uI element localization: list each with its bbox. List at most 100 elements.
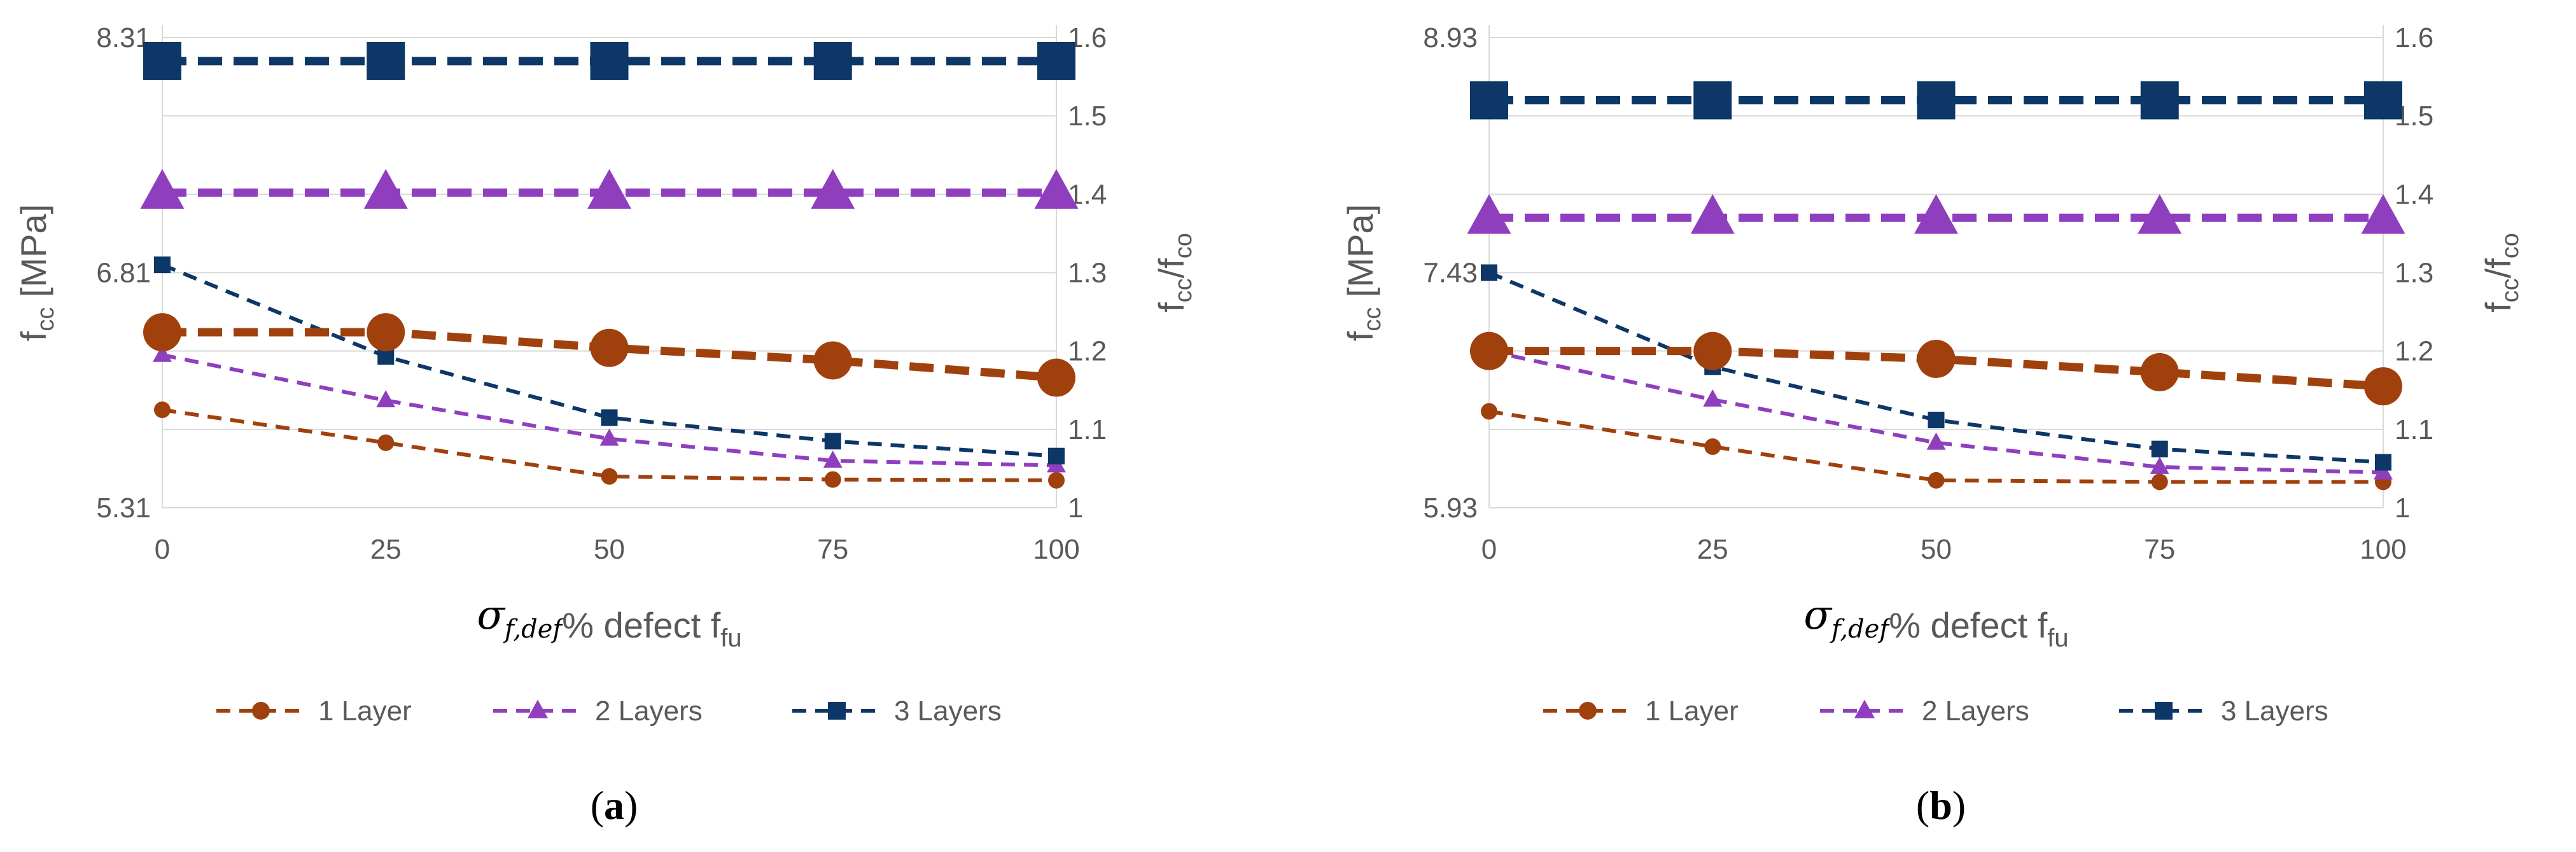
x-tick-label: 25 — [1697, 534, 1728, 565]
panel-label-open: ( — [591, 783, 604, 828]
legend-label: 3 Layers — [2221, 695, 2328, 727]
series-thick-triangle — [1467, 194, 2405, 234]
data-point-circle — [2140, 353, 2179, 391]
data-point-triangle — [1703, 389, 1723, 407]
series-line — [1488, 409, 2383, 484]
y-right-tick-label: 1.2 — [2395, 336, 2433, 367]
x-tick-label: 50 — [594, 534, 625, 565]
y-left-title-main: f — [1340, 331, 1380, 341]
data-point-circle — [601, 468, 618, 485]
data-point-square — [1917, 81, 1956, 120]
data-point-circle — [1470, 332, 1508, 370]
series-thick-square — [1470, 81, 2402, 120]
data-point-square — [154, 256, 171, 274]
data-point-square — [2375, 454, 2391, 471]
data-point-circle — [154, 402, 171, 419]
legend-item: 1 Layer — [216, 695, 412, 727]
data-point-triangle — [1034, 169, 1079, 209]
y-left-tick-label: 5.31 — [96, 492, 151, 524]
x-tick-label: 25 — [370, 534, 402, 565]
x-axis-title: σf,def% defect ffu — [1803, 592, 2068, 652]
y-left-tick-label: 8.93 — [1423, 22, 1478, 53]
series-thick-circle — [143, 313, 1075, 397]
y-right-tick-label: 1.6 — [2395, 22, 2433, 53]
data-point-square — [1470, 81, 1508, 120]
x-tick-label: 75 — [817, 534, 848, 565]
legend-item: 1 Layer — [1543, 695, 1739, 727]
y-left-tick-label: 6.81 — [96, 258, 151, 289]
data-point-triangle — [363, 169, 408, 209]
x-tick-label: 75 — [2144, 534, 2175, 565]
x-title-text-sub: fu — [720, 624, 741, 652]
legend-marker-square — [828, 702, 846, 720]
data-point-triangle — [2150, 456, 2169, 474]
y-right-tick-label: 1.3 — [1068, 258, 1107, 289]
data-point-square — [1928, 412, 1945, 429]
panel-label: (b) — [1916, 783, 1966, 828]
data-point-triangle — [2374, 462, 2393, 480]
y-left-tick-label: 8.31 — [96, 22, 151, 53]
data-point-square — [1037, 41, 1075, 80]
series-thin-triangle — [153, 344, 1066, 473]
legend-marker-circle — [1579, 702, 1597, 720]
series-line — [161, 263, 1057, 458]
legend-label: 3 Layers — [894, 695, 1002, 727]
legend-label: 1 Layer — [1645, 695, 1739, 727]
legend-label: 1 Layer — [318, 695, 412, 727]
y-right-title-slash: /f — [1151, 258, 1191, 279]
y-right-tick-label: 1.1 — [1068, 414, 1107, 445]
x-tick-label: 50 — [1921, 534, 1952, 565]
x-title-sigma: σ — [1803, 592, 1833, 639]
panel-label-letter: b — [1929, 783, 1952, 828]
data-point-circle — [1693, 332, 1732, 370]
y-left-tick-label: 5.93 — [1423, 492, 1478, 524]
data-point-circle — [1917, 339, 1956, 378]
y-right-title-f: f — [2478, 302, 2518, 312]
data-point-circle — [1928, 471, 1945, 489]
legend-marker-square — [2155, 702, 2173, 720]
data-point-circle — [143, 313, 181, 352]
y-right-tick-label: 1 — [2395, 492, 2410, 524]
series-thin-circle — [1481, 403, 2391, 491]
data-point-square — [1048, 447, 1065, 464]
legend-marker-triangle — [527, 699, 549, 718]
y-left-title-sub: cc — [1359, 307, 1386, 332]
data-point-square — [2151, 440, 2168, 457]
x-tick-label: 0 — [155, 534, 170, 565]
data-point-square — [813, 41, 852, 80]
data-point-triangle — [1467, 194, 1511, 234]
data-point-circle — [590, 328, 629, 367]
data-point-square — [367, 41, 405, 80]
x-title-sigma: σ — [477, 592, 506, 639]
data-point-square — [824, 433, 841, 450]
data-point-triangle — [153, 344, 172, 362]
data-point-circle — [367, 313, 405, 352]
data-point-triangle — [140, 169, 185, 209]
x-title-text: % defect f — [1889, 605, 2047, 645]
data-point-circle — [2364, 367, 2402, 406]
y-right-tick-label: 1.4 — [2395, 179, 2433, 210]
legend-marker-circle — [252, 702, 270, 720]
data-point-circle — [1037, 358, 1075, 397]
y-axis-left-title: fcc [MPa] — [1340, 204, 1386, 341]
data-point-triangle — [2138, 194, 2182, 234]
data-point-square — [2140, 81, 2179, 120]
y-axis-right-title: fcc/fco — [1151, 233, 1197, 312]
y-right-tick-label: 1.5 — [1068, 101, 1107, 132]
series-thick-square — [143, 41, 1075, 80]
y-left-title-sub: cc — [32, 307, 59, 332]
panel-label-close: ) — [624, 783, 638, 828]
data-point-circle — [377, 434, 395, 451]
series-thick-triangle — [140, 169, 1079, 209]
x-axis-title: σf,def% defect ffu — [477, 592, 741, 652]
x-title-text: % defect f — [562, 605, 720, 645]
y-right-tick-label: 1.3 — [2395, 258, 2433, 289]
data-point-triangle — [376, 390, 396, 408]
x-tick-label: 100 — [2360, 534, 2406, 565]
legend-item: 3 Layers — [792, 695, 1002, 727]
data-point-triangle — [2361, 194, 2405, 234]
data-point-triangle — [1926, 432, 1946, 450]
panel-label-open: ( — [1916, 783, 1929, 828]
y-left-title-unit: [MPa] — [1340, 204, 1380, 307]
